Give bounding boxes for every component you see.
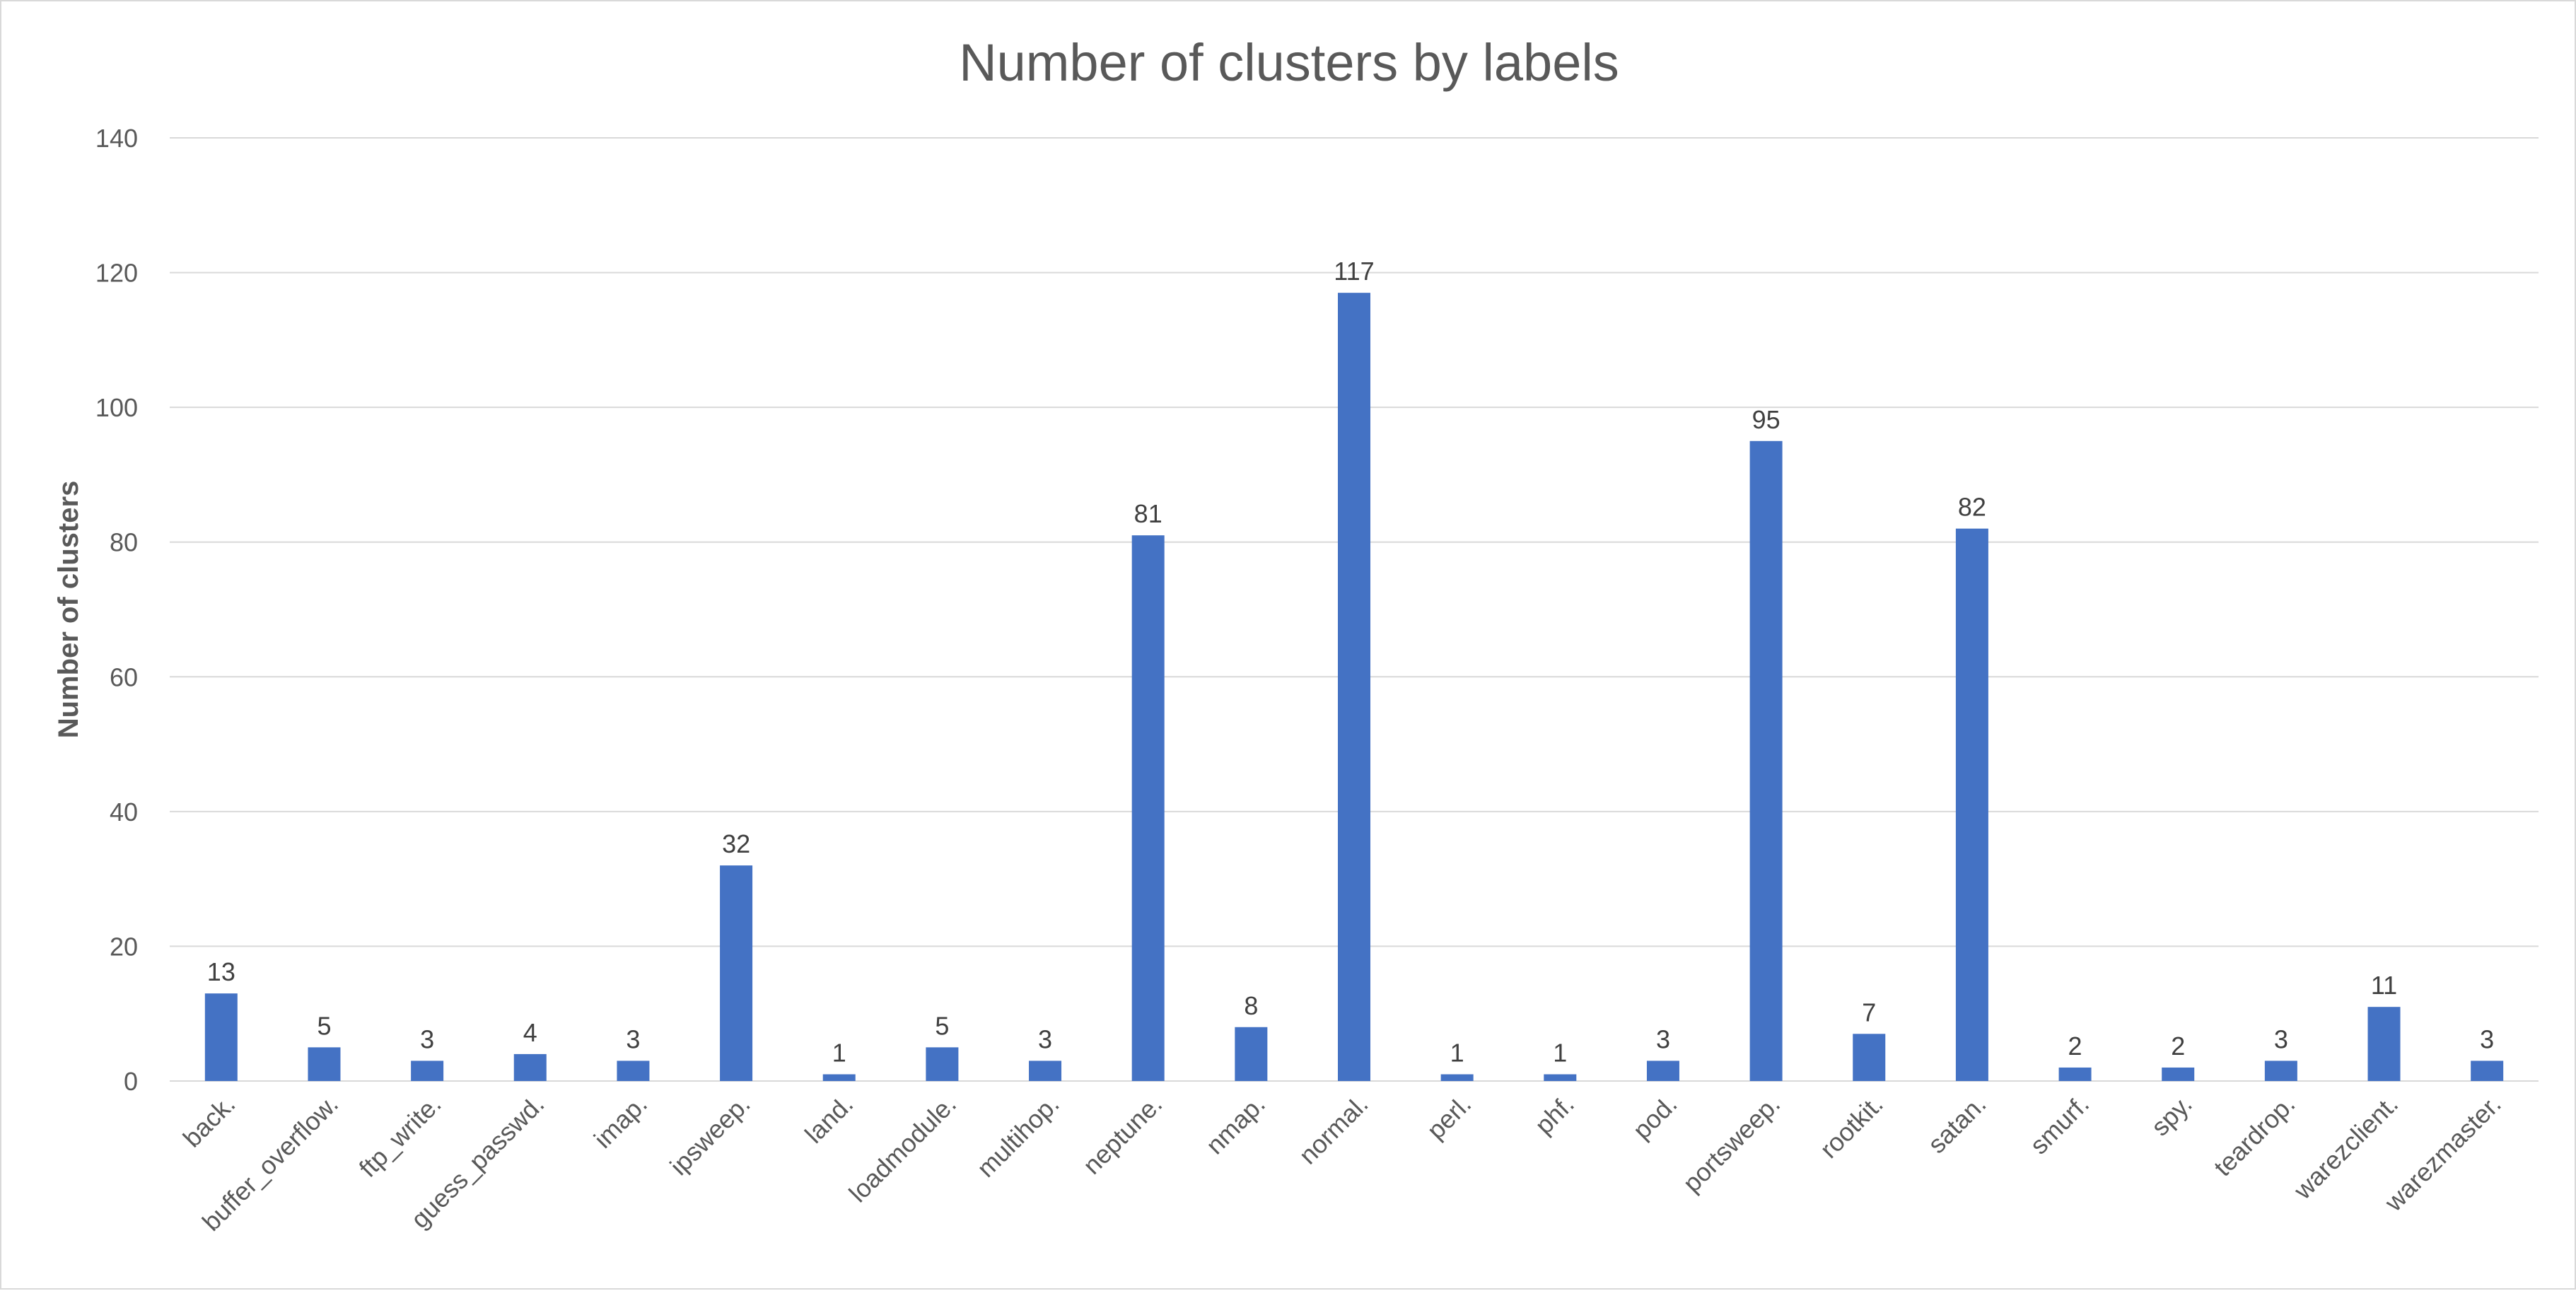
data-label: 13 <box>207 957 235 986</box>
bar <box>308 1047 341 1081</box>
x-tick-label: imap. <box>588 1090 653 1154</box>
bar <box>2058 1067 2092 1081</box>
x-tick-label: warezclient. <box>2287 1090 2403 1205</box>
data-label: 11 <box>2371 971 2397 1000</box>
bar <box>2367 1007 2401 1081</box>
data-label: 3 <box>420 1024 434 1053</box>
x-tick-label: land. <box>799 1090 858 1149</box>
x-tick-label: pod. <box>1627 1090 1683 1145</box>
bar <box>1235 1027 1268 1081</box>
bar <box>2264 1061 2297 1081</box>
bar <box>1955 528 1988 1081</box>
chart-title: Number of clusters by labels <box>959 33 1619 92</box>
x-tick-label: normal. <box>1293 1090 1374 1170</box>
data-label: 82 <box>1958 493 1986 522</box>
bar <box>513 1053 547 1081</box>
x-tick-label: perl. <box>1421 1090 1477 1145</box>
bar <box>1131 535 1165 1081</box>
bar <box>2471 1061 2504 1081</box>
data-label: 3 <box>2274 1024 2288 1053</box>
data-label: 117 <box>1334 257 1374 286</box>
bar <box>1029 1061 1062 1081</box>
bar <box>411 1061 444 1081</box>
x-tick-label: teardrop. <box>2208 1090 2301 1182</box>
bar <box>2162 1067 2195 1081</box>
bar <box>720 865 753 1081</box>
x-tick-label: satan. <box>1922 1090 1991 1159</box>
data-label: 4 <box>523 1018 537 1047</box>
bar <box>1853 1034 1886 1081</box>
data-label: 2 <box>2171 1032 2185 1061</box>
x-axis-ticks: back.buffer_overflow. ftp_write.guess_pas… <box>177 1090 2507 1237</box>
data-label: 32 <box>722 829 750 858</box>
data-label: 3 <box>626 1024 640 1053</box>
x-tick-label: nmap. <box>1200 1090 1271 1160</box>
data-label: 7 <box>1862 998 1876 1027</box>
x-tick-label: loadmodule. <box>843 1090 962 1208</box>
x-tick-label: smurf. <box>2024 1090 2095 1160</box>
data-label: 2 <box>2068 1032 2082 1061</box>
x-tick-label: neptune. <box>1077 1090 1167 1180</box>
data-label: 3 <box>1038 1024 1052 1053</box>
bar <box>1646 1061 1679 1081</box>
bar <box>822 1074 856 1081</box>
data-label: 1 <box>1553 1038 1567 1067</box>
bar <box>1440 1074 1474 1081</box>
x-tick-label: portsweep. <box>1677 1090 1786 1198</box>
data-label: 5 <box>317 1011 331 1040</box>
data-label: 5 <box>935 1011 949 1040</box>
y-axis-label: Number of clusters <box>53 481 84 739</box>
x-tick-label: ftp_write. <box>354 1090 447 1183</box>
x-tick-label: spy. <box>2145 1090 2198 1142</box>
data-label: 1 <box>832 1038 846 1067</box>
y-tick-label: 20 <box>110 932 138 961</box>
x-tick-label: rootkit. <box>1814 1090 1889 1164</box>
y-tick-label: 60 <box>110 662 138 691</box>
x-tick-label: ipsweep. <box>664 1090 755 1181</box>
bar <box>1749 440 1783 1081</box>
x-tick-label: back. <box>177 1090 241 1153</box>
y-tick-label: 0 <box>124 1067 138 1096</box>
data-label: 8 <box>1244 991 1258 1020</box>
data-label: 3 <box>1656 1024 1670 1053</box>
y-tick-label: 120 <box>95 259 138 288</box>
bar <box>617 1061 650 1081</box>
bar <box>204 993 238 1081</box>
y-tick-label: 40 <box>110 798 138 826</box>
data-label: 3 <box>2480 1024 2494 1053</box>
data-label: 1 <box>1450 1038 1464 1067</box>
y-tick-label: 100 <box>95 393 138 422</box>
data-label: 95 <box>1752 405 1781 434</box>
y-tick-label: 80 <box>110 528 138 557</box>
x-tick-label: multihop. <box>971 1090 1064 1183</box>
bars <box>204 293 2504 1082</box>
bar <box>1544 1074 1577 1081</box>
x-tick-label: phf. <box>1529 1090 1580 1140</box>
bar <box>926 1047 959 1081</box>
data-label: 81 <box>1134 499 1162 528</box>
y-axis-ticks: 0 20 40 60 80 100 120 140 <box>95 124 138 1096</box>
y-tick-label: 140 <box>95 124 138 153</box>
bar <box>1338 293 1370 1082</box>
